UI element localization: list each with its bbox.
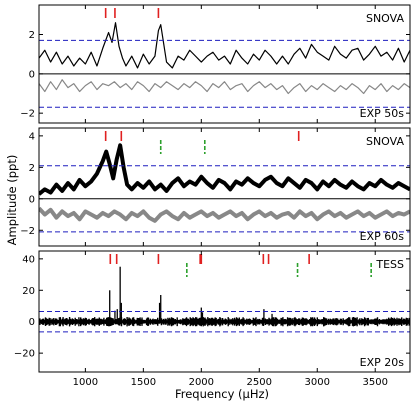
panel-plot-area — [39, 22, 410, 95]
x-axis-title: Frequency (μHz) — [175, 387, 269, 401]
panel-label-bottom: EXP 50s — [360, 107, 405, 120]
x-tick-label: 1500 — [131, 377, 156, 388]
x-tick-label: 2500 — [247, 377, 272, 388]
panel-3: −20 0 20 40 TESS EXP 20s — [14, 250, 411, 373]
panel-2: −2 0 2 4 SNOVA EXP 60s — [20, 127, 411, 247]
y-tick-label: 0 — [29, 69, 35, 80]
panel-label-top: SNOVA — [366, 135, 404, 148]
y-tick-label: 0 — [29, 194, 35, 205]
panel-label-bottom: EXP 60s — [360, 230, 405, 243]
panel-plot-area — [39, 266, 410, 327]
panel-label-top: TESS — [375, 258, 404, 271]
y-tick-label: 2 — [29, 163, 35, 174]
x-tick-label: 2000 — [189, 377, 214, 388]
lower-series-line — [39, 206, 410, 223]
panel-frame — [38, 127, 411, 247]
y-axis-title: Amplitude (ppt) — [5, 155, 19, 246]
panel-label-top: SNOVA — [366, 12, 404, 25]
y-tick-label: −20 — [14, 349, 35, 360]
y-tick-label: −2 — [20, 109, 35, 120]
upper-series-line — [39, 143, 410, 196]
panel-plot-area — [39, 143, 410, 223]
lower-series-line — [39, 79, 410, 95]
y-tick-label: 2 — [29, 30, 35, 41]
y-tick-label: 4 — [29, 131, 35, 142]
y-tick-label: −2 — [20, 226, 35, 237]
panel-frame — [38, 4, 411, 124]
panel-label-bottom: EXP 20s — [360, 356, 405, 369]
y-tick-label: 40 — [22, 254, 35, 265]
upper-series-line — [39, 22, 410, 69]
y-tick-label: 0 — [29, 317, 35, 328]
panel-frame — [38, 250, 411, 373]
x-tick-label: 3500 — [362, 377, 387, 388]
x-tick-label: 1000 — [73, 377, 98, 388]
panel-1: −2 0 2 SNOVA EXP 50s — [20, 4, 411, 124]
x-tick-label: 3000 — [305, 377, 330, 388]
y-tick-label: 20 — [22, 286, 35, 297]
